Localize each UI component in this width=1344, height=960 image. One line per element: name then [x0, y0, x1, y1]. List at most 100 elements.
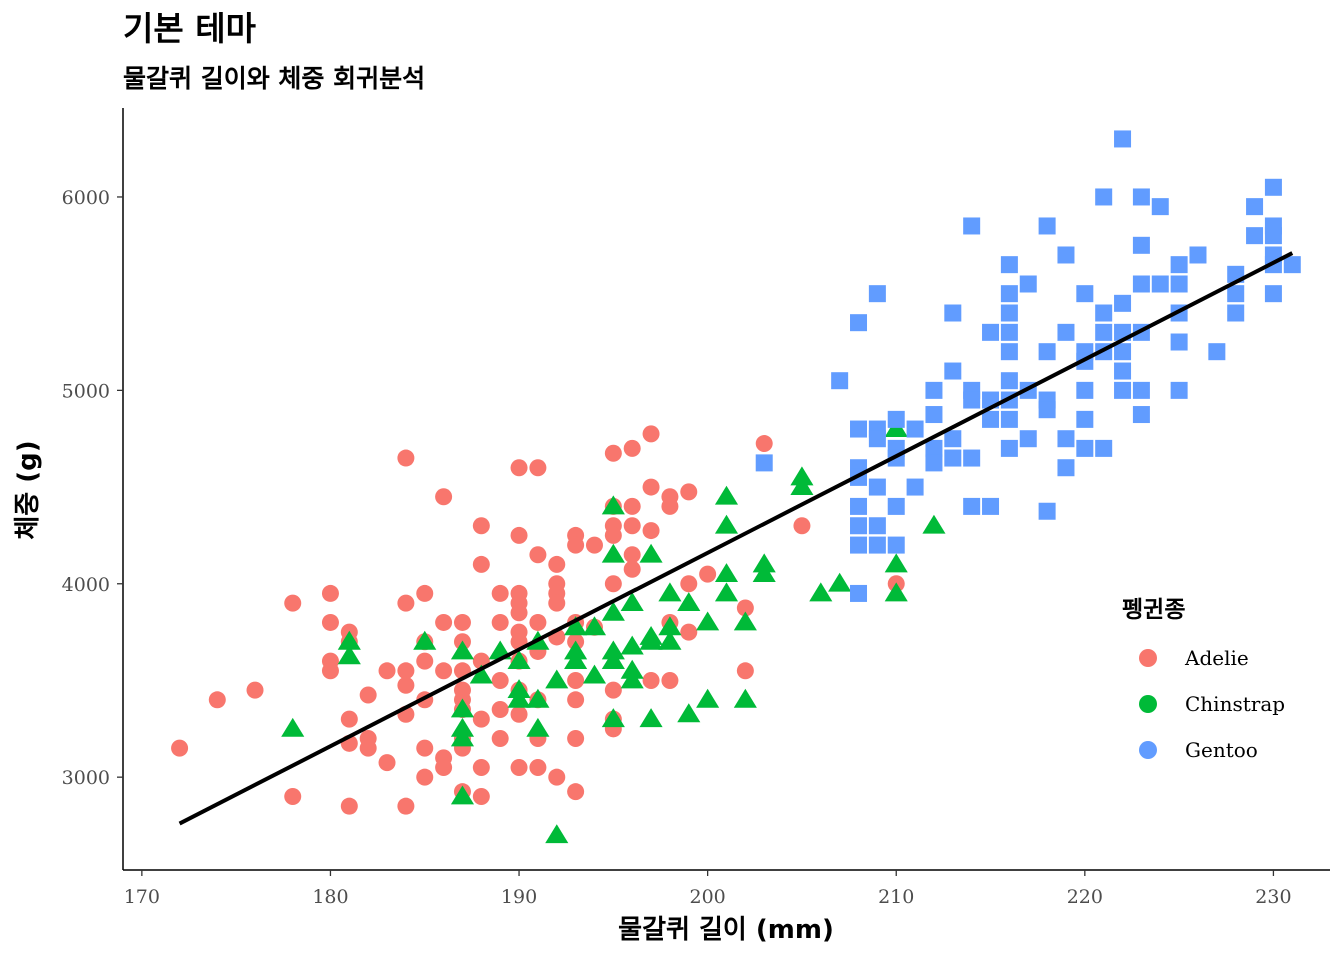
x-axis-ticks: 170 180 190 200 210 220 230 [124, 870, 1292, 908]
data-point-chinstrap [658, 582, 682, 602]
data-point-chinstrap [450, 698, 475, 718]
data-point-adelie [680, 483, 698, 501]
data-point-chinstrap [507, 650, 531, 670]
data-point-chinstrap [450, 727, 475, 747]
legend-label-adelie: Adelie [1184, 646, 1249, 670]
data-point-chinstrap [564, 640, 588, 660]
data-point-gentoo [963, 449, 981, 467]
data-point-adelie [642, 522, 660, 540]
data-point-adelie [491, 613, 509, 631]
data-point-adelie [397, 797, 415, 815]
data-point-gentoo [868, 478, 886, 496]
data-point-adelie [491, 729, 509, 747]
data-point-chinstrap [677, 703, 701, 723]
data-point-gentoo [850, 536, 868, 554]
y-tick-label: 3000 [62, 767, 110, 789]
data-point-gentoo [1057, 323, 1075, 341]
data-point-gentoo [1057, 246, 1075, 264]
data-point-chinstrap [714, 514, 739, 534]
data-point-adelie [397, 594, 415, 612]
data-point-gentoo [982, 410, 1000, 428]
data-point-gentoo [1264, 285, 1282, 303]
data-point-gentoo [1189, 246, 1207, 264]
data-point-gentoo [1170, 275, 1188, 293]
data-point-adelie [208, 691, 226, 709]
data-point-gentoo [1151, 198, 1169, 216]
data-point-adelie [284, 788, 302, 806]
data-point-chinstrap [696, 688, 720, 708]
legend-key-adelie [1139, 649, 1157, 667]
data-point-adelie [604, 575, 622, 593]
legend-title: 펭귄종 [1122, 597, 1185, 623]
data-point-gentoo [1000, 304, 1018, 322]
data-point-chinstrap [790, 466, 814, 486]
data-point-adelie [642, 425, 660, 443]
data-point-gentoo [1076, 410, 1094, 428]
x-tick-label: 190 [501, 886, 537, 908]
data-point-chinstrap [601, 708, 625, 728]
data-point-gentoo [906, 478, 924, 496]
data-point-adelie [567, 691, 585, 709]
data-point-gentoo [1038, 401, 1056, 419]
data-point-gentoo [1114, 362, 1132, 380]
data-point-adelie [397, 662, 415, 680]
y-tick-label: 5000 [62, 380, 110, 402]
data-point-gentoo [868, 536, 886, 554]
x-tick-label: 210 [878, 886, 914, 908]
data-point-chinstrap [450, 640, 475, 660]
data-point-adelie [491, 700, 509, 718]
data-point-adelie [529, 459, 547, 477]
data-point-gentoo [963, 497, 981, 515]
data-point-chinstrap [601, 650, 625, 670]
data-point-gentoo [850, 497, 868, 515]
data-point-chinstrap [601, 543, 625, 563]
data-point-gentoo [1000, 323, 1018, 341]
x-tick-label: 220 [1067, 886, 1103, 908]
regression-line [178, 251, 1294, 826]
data-point-gentoo [1038, 217, 1056, 235]
data-point-adelie [604, 526, 622, 544]
y-axis-title: 체중 (g) [13, 440, 43, 539]
data-point-gentoo [831, 372, 849, 390]
data-point-chinstrap [601, 495, 625, 515]
data-point-gentoo [887, 536, 905, 554]
data-point-chinstrap [582, 616, 607, 636]
data-point-gentoo [1000, 343, 1018, 361]
data-point-adelie [491, 584, 509, 602]
data-point-chinstrap [526, 688, 550, 708]
data-point-chinstrap [658, 616, 682, 636]
data-point-adelie [510, 705, 528, 723]
data-point-gentoo [1038, 502, 1056, 520]
data-point-adelie [529, 758, 547, 776]
data-point-gentoo [1264, 227, 1282, 245]
data-point-adelie [171, 739, 189, 757]
data-point-gentoo [868, 430, 886, 448]
data-point-chinstrap [564, 616, 588, 636]
data-point-gentoo [1019, 275, 1037, 293]
data-point-gentoo [1057, 430, 1075, 448]
x-tick-label: 200 [690, 886, 726, 908]
data-point-chinstrap [752, 563, 776, 583]
data-point-chinstrap [809, 582, 833, 602]
data-point-chinstrap [620, 635, 644, 655]
data-point-gentoo [887, 497, 905, 515]
data-point-chinstrap [450, 785, 475, 805]
data-point-chinstrap [790, 476, 814, 495]
data-point-gentoo [1114, 130, 1132, 148]
data-point-adelie [585, 536, 603, 554]
data-point-chinstrap [884, 553, 908, 573]
data-point-adelie [416, 768, 434, 786]
data-point-gentoo [850, 420, 868, 438]
data-point-gentoo [1170, 333, 1188, 351]
data-point-adelie [567, 729, 585, 747]
data-point-chinstrap [733, 611, 757, 631]
x-tick-label: 180 [312, 886, 348, 908]
data-point-adelie [623, 517, 641, 535]
data-point-chinstrap [828, 572, 852, 592]
data-point-gentoo [925, 439, 943, 457]
data-point-adelie [661, 497, 679, 515]
data-point-adelie [321, 584, 339, 602]
data-point-adelie [623, 497, 641, 515]
x-tick-label: 230 [1255, 886, 1291, 908]
data-point-adelie [321, 662, 339, 680]
